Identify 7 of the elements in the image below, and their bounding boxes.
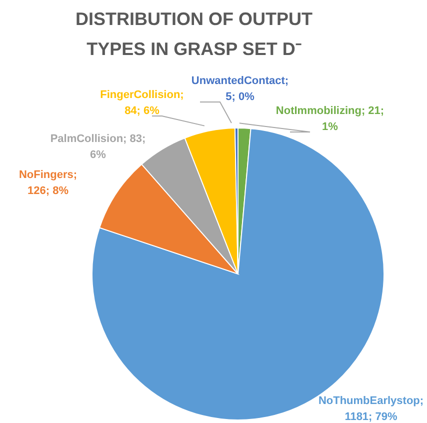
slice-label: UnwantedContact; 5; 0% [191, 75, 289, 103]
slice-label: NotImmobilizing; 21; 1% [276, 105, 384, 133]
slice-label: NoThumbEarlystop; 1181; 79% [318, 395, 424, 423]
slice-label: FingerCollision; 84; 6% [100, 89, 184, 117]
slice-label: PalmCollision; 83; 6% [50, 133, 146, 161]
chart-title: DISTRIBUTION OF OUTPUT TYPES IN GRASP SET D⁻ [74, 8, 314, 61]
slice-label: NoFingers; 126; 8% [18, 169, 78, 197]
